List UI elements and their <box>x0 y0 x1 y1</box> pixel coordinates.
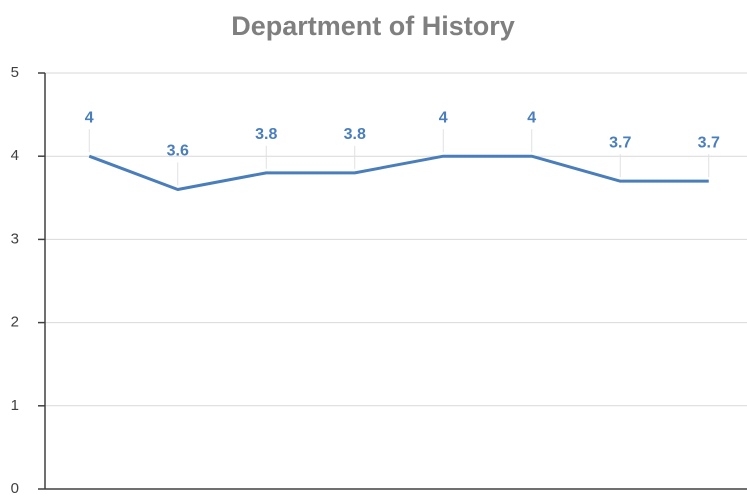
y-tick-label: 3 <box>11 230 19 247</box>
data-label: 3.7 <box>609 134 631 151</box>
data-label: 3.8 <box>255 126 277 143</box>
y-tick-label: 0 <box>11 480 19 497</box>
data-label: 4 <box>527 109 536 126</box>
data-label: 4 <box>439 109 448 126</box>
chart-title: Department of History <box>231 11 515 41</box>
y-tick-label: 1 <box>11 397 19 414</box>
y-tick-label: 5 <box>11 64 19 81</box>
line-series <box>88 154 709 191</box>
data-label: 3.6 <box>167 143 189 160</box>
y-tick-label: 2 <box>11 314 19 331</box>
data-label: 3.8 <box>344 126 366 143</box>
data-label: 3.7 <box>698 134 720 151</box>
y-tick-label: 4 <box>11 147 19 164</box>
data-label: 4 <box>85 109 94 126</box>
